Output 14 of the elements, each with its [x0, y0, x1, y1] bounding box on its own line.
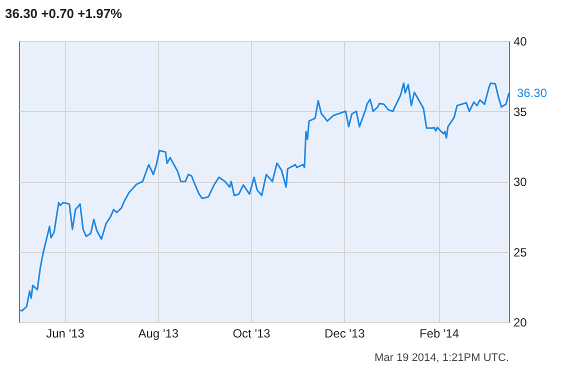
- x-tick-label: Oct '13: [232, 326, 271, 340]
- chart-title: 36.30 +0.70 +1.97%: [5, 6, 123, 21]
- text: Mar 19 2014, 1:21PM UTC.: [374, 352, 509, 364]
- y-tick-label: 35: [514, 104, 528, 119]
- y-tick-label: 30: [514, 175, 528, 189]
- annotation: 36.30: [517, 86, 548, 100]
- y-tick-label: 40: [514, 34, 528, 48]
- x-tick-label: Jun '13: [46, 326, 85, 340]
- y-tick-label: 25: [514, 245, 528, 260]
- x-tick-label: Aug '13: [138, 326, 179, 340]
- x-tick-label: Dec '13: [324, 326, 366, 340]
- y-tick-label: 20: [514, 316, 528, 330]
- line-series: [19, 82, 509, 312]
- x-tick-label: Feb '14: [419, 326, 460, 340]
